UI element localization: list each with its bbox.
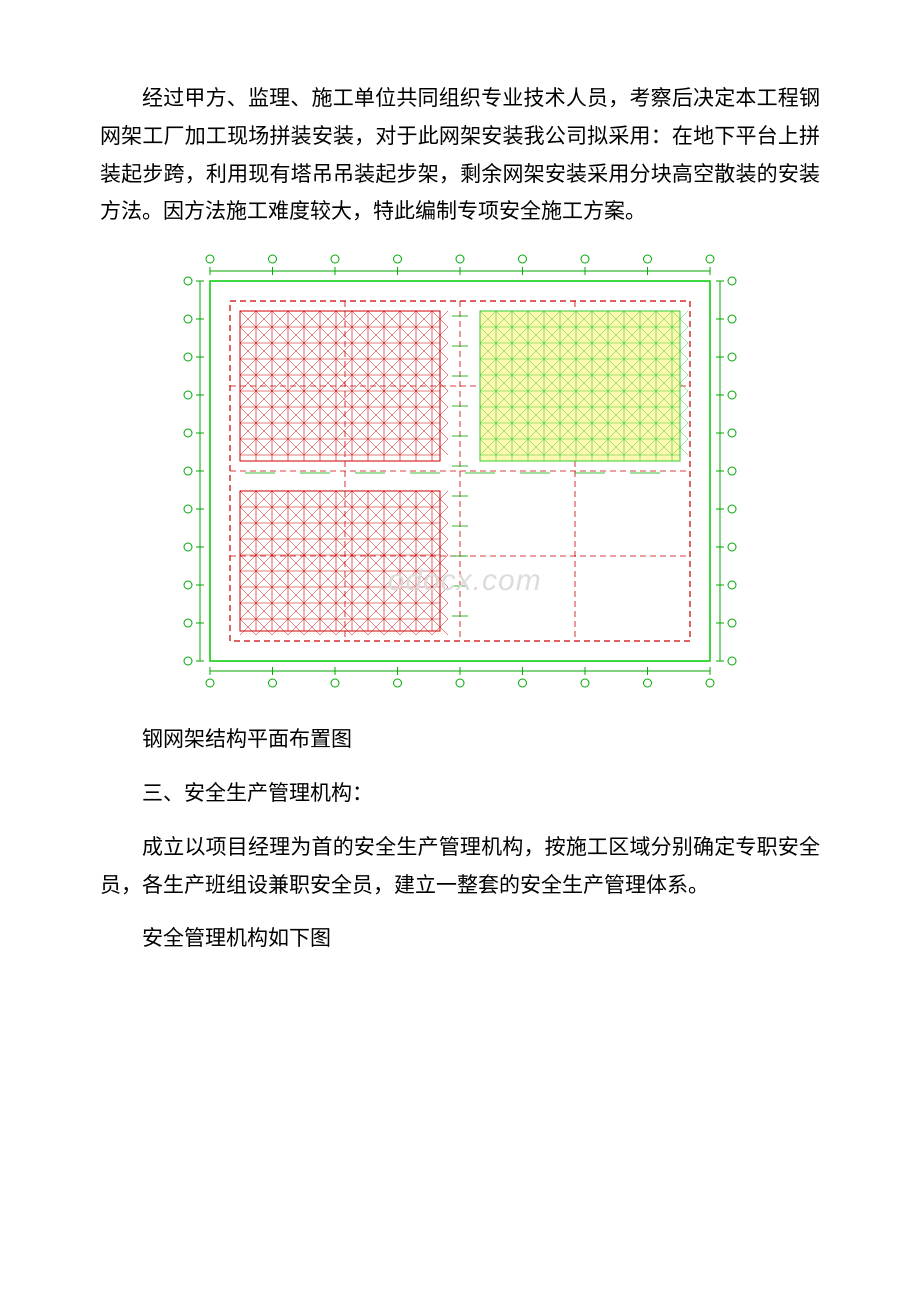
diagram-caption: 钢网架结构平面布置图 [100,721,820,759]
diagram-container: .odocx.com [180,251,740,691]
org-chart-caption: 安全管理机构如下图 [100,920,820,958]
intro-paragraph: 经过甲方、监理、施工单位共同组织专业技术人员，考察后决定本工程钢网架工厂加工现场… [100,80,820,231]
section-heading-3: 三、安全生产管理机构： [100,775,820,813]
plan-diagram [180,251,740,691]
org-paragraph: 成立以项目经理为首的安全生产管理机构，按施工区域分别确定专职安全员，各生产班组设… [100,829,820,905]
